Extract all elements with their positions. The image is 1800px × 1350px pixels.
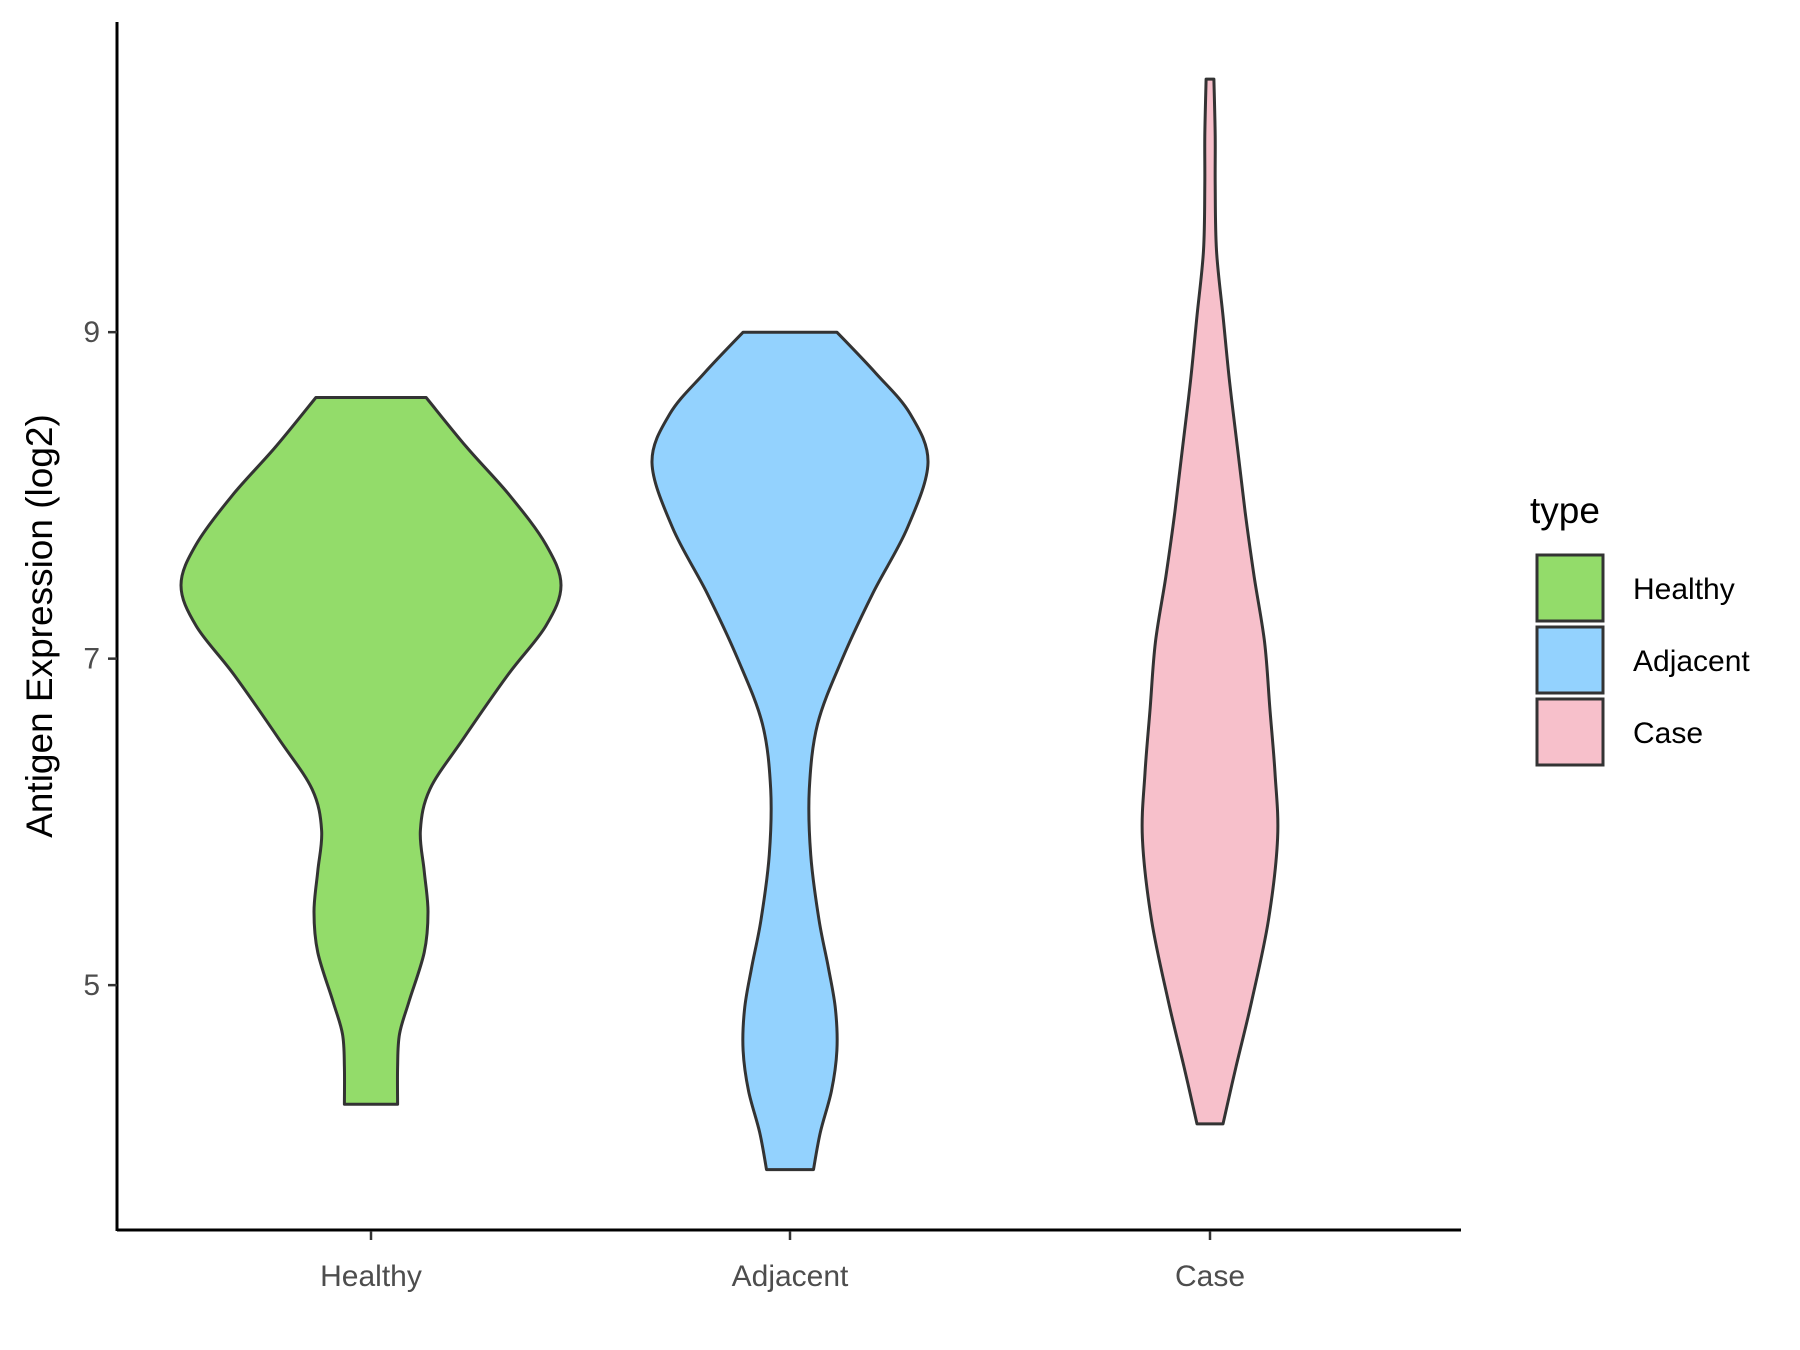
violin-healthy <box>179 396 563 1106</box>
violin-adjacent <box>650 330 930 1172</box>
y-tick-label: 7 <box>83 643 100 676</box>
y-tick-label: 9 <box>83 316 100 349</box>
y-tick-label: 5 <box>83 969 100 1002</box>
x-tick-label: Case <box>1175 1260 1245 1293</box>
legend-label-healthy: Healthy <box>1633 573 1735 606</box>
violin-layer <box>179 77 1280 1172</box>
legend-swatch-case <box>1535 697 1605 767</box>
x-tick-label: Healthy <box>320 1260 422 1293</box>
legend: type Healthy Adjacent Case <box>1530 490 1750 767</box>
y-axis-title: Antigen Expression (log2) <box>19 414 60 838</box>
x-axis-ticks: Healthy Adjacent Case <box>320 1231 1245 1293</box>
x-tick-label: Adjacent <box>732 1260 849 1293</box>
violin-case <box>1140 77 1280 1126</box>
legend-title: type <box>1530 490 1600 531</box>
y-axis-ticks: 5 7 9 <box>83 316 117 1002</box>
legend-swatch-adjacent <box>1535 625 1605 695</box>
legend-label-adjacent: Adjacent <box>1633 645 1750 678</box>
legend-label-case: Case <box>1633 717 1703 750</box>
legend-swatch-healthy <box>1535 553 1605 623</box>
